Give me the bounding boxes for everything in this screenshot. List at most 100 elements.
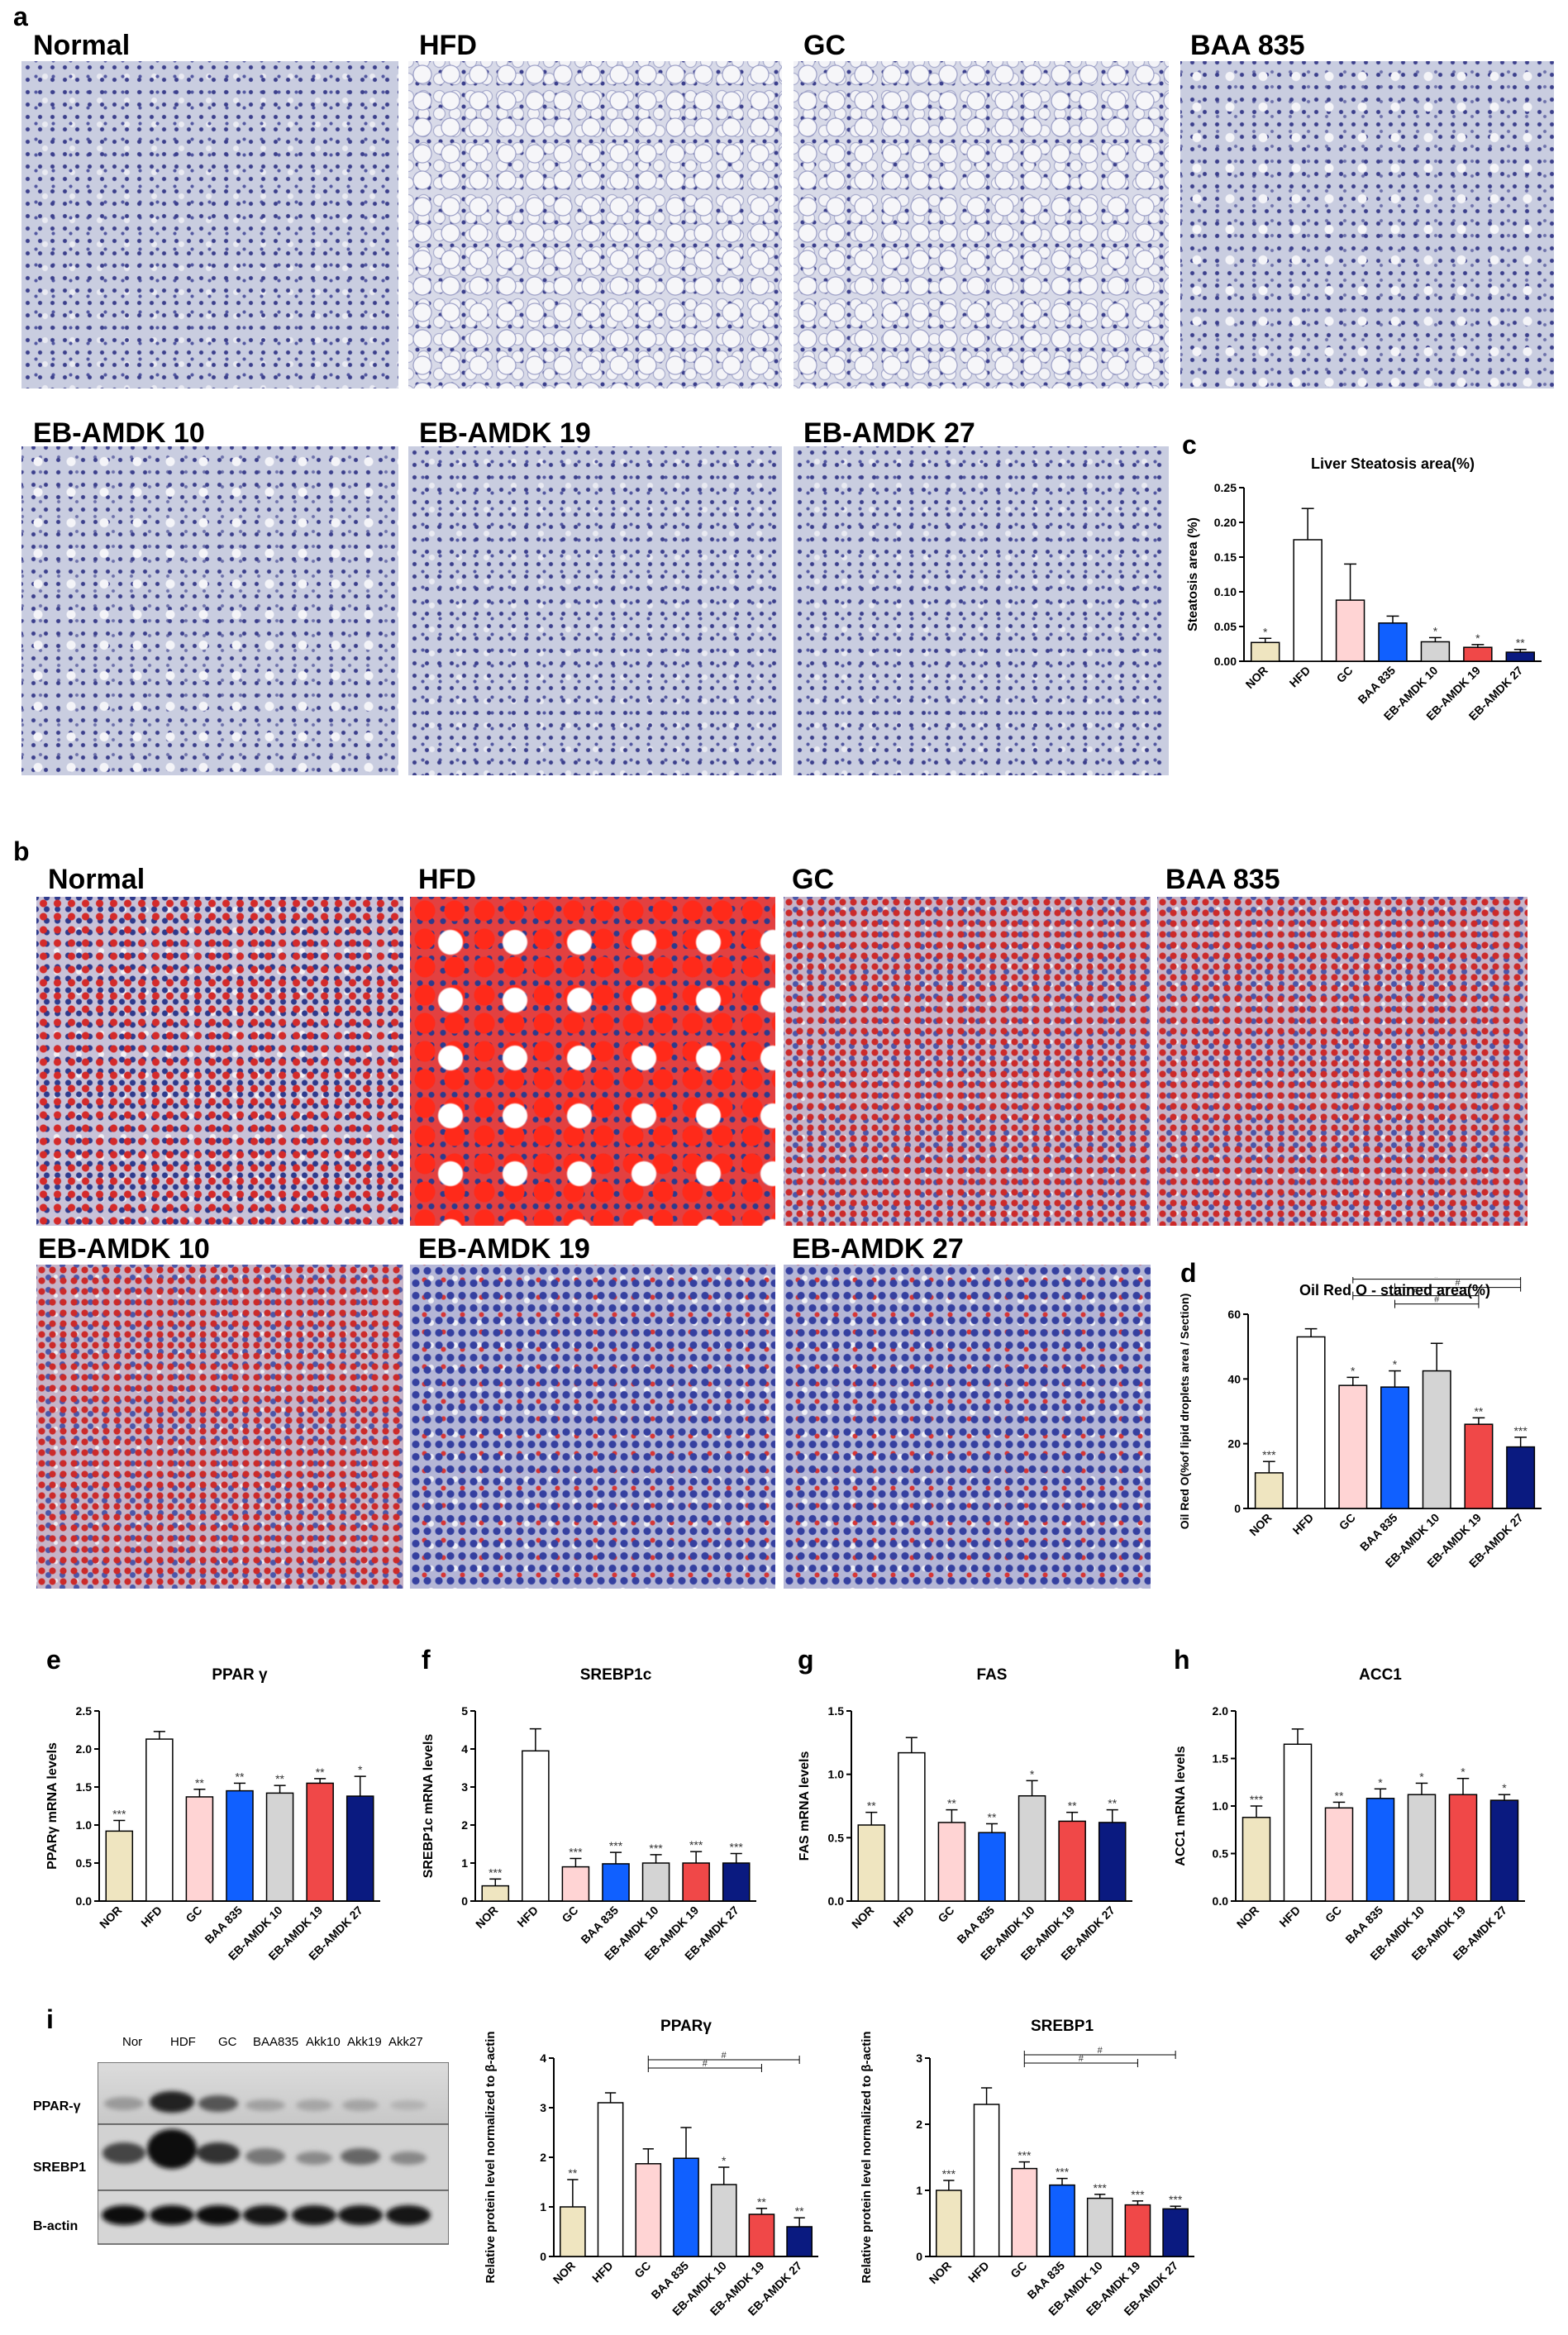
y-tick-label: 1.0 [828,1768,845,1781]
tile-label-a-5: EB-AMDK 19 [419,417,591,449]
bracket-label: # [1434,1295,1440,1305]
x-tick-label: NOR [1246,1511,1274,1538]
y-axis-label: Steatosis area (%) [1186,517,1200,631]
bar-0 [1254,1472,1284,1509]
significance-label: *** [1513,1424,1527,1437]
significance-label: *** [569,1845,583,1858]
bar-1 [1296,1336,1326,1509]
histology-oro-hfd [410,897,775,1226]
bar-3 [1378,622,1408,662]
significance-label: ** [1516,636,1525,650]
significance-label: * [1433,624,1438,637]
significance-label: ** [757,2195,766,2209]
histology-oro-ebamdk19 [410,1265,775,1589]
panel-label-d: d [1180,1258,1197,1288]
y-axis-label: SREBP1c mRNA levels [422,1734,436,1879]
significance-label: *** [730,1841,744,1854]
chart-title: FAS [977,1666,1008,1684]
significance-label: *** [1169,2193,1183,2206]
western-blot: Nor HDF GC BAA835 Akk10 Akk19 Akk27 PPAR… [33,2033,461,2306]
y-tick-label: 0.5 [76,1856,93,1870]
significance-label: * [1351,1364,1356,1377]
tile-label-a-2: GC [803,30,846,61]
x-tick-label: HFD [1287,664,1313,690]
lane-label: Nor [122,2035,143,2049]
significance-label: *** [689,1838,703,1851]
significance-label: *** [609,1839,623,1852]
x-tick-label: HFD [138,1904,164,1930]
bar-0 [857,1824,886,1902]
x-tick-label: NOR [1234,1904,1261,1931]
significance-label: * [1475,631,1480,645]
significance-label: * [1419,1770,1424,1783]
y-tick-label: 20 [1227,1437,1241,1451]
panel-label-b: b [13,836,30,866]
panel-label-a: a [13,2,28,31]
y-tick-label: 0.5 [828,1831,845,1844]
x-tick-label: NOR [927,2259,954,2286]
significance-label: ** [1474,1404,1483,1418]
x-tick-label: NOR [473,1904,500,1931]
chart-title: SREBP1c [580,1666,652,1684]
histology-he-gc [794,61,1169,388]
panel-label-g: g [798,1645,814,1675]
significance-label: ** [568,2166,577,2180]
y-tick-label: 2.5 [76,1704,93,1718]
bar-1 [1283,1743,1313,1902]
histology-oro-normal [36,897,403,1226]
y-tick-label: 4 [461,1742,468,1756]
chart-title: ACC1 [1359,1666,1402,1684]
significance-label: * [1030,1767,1035,1780]
bracket-label: # [1456,1279,1461,1289]
x-tick-label: HFD [965,2259,992,2285]
bar-5 [748,2213,775,2257]
y-axis-label: Relative protein level normalized to β-a… [484,2031,498,2283]
significance-label: *** [1262,1448,1276,1461]
lane-label: Akk10 [306,2035,341,2049]
histology-he-ebamdk10 [21,446,398,775]
bar-3 [978,1832,1006,1902]
bar-4 [1407,1794,1437,1902]
bar-1 [522,1750,550,1902]
y-axis-label: Relative protein level normalized to β-a… [860,2031,874,2283]
lane-label: HDF [170,2035,196,2049]
bar-3 [1380,1386,1409,1509]
bar-6 [1489,1799,1519,1902]
bar-1 [898,1751,926,1902]
x-tick-label: NOR [550,2259,578,2286]
tile-label-b-3: BAA 835 [1165,864,1280,895]
histology-he-hfd [408,61,782,388]
x-tick-label: GC [1323,1904,1344,1925]
bar-0 [936,2190,962,2257]
bar-6 [722,1862,751,1902]
significance-label: *** [1018,2149,1032,2162]
x-tick-label: GC [1337,1511,1358,1532]
bar-2 [185,1796,214,1902]
y-tick-label: 1.5 [1213,1752,1229,1766]
significance-label: *** [649,1842,663,1855]
significance-label: ** [1108,1797,1117,1810]
bar-5 [1464,1423,1494,1509]
bar-6 [786,2226,813,2257]
bar-4 [1086,2197,1113,2257]
y-tick-label: 1 [916,2184,922,2197]
y-axis-label: PPARγ mRNA levels [45,1742,60,1870]
significance-label: * [722,2154,727,2167]
bar-5 [1463,646,1493,662]
significance-label: *** [489,1866,503,1879]
y-tick-label: 0.15 [1214,550,1237,564]
tile-label-b-5: EB-AMDK 19 [418,1233,590,1265]
bar-1 [973,2104,1000,2257]
y-tick-label: 2.0 [1213,1704,1229,1718]
y-tick-label: 0 [540,2250,546,2263]
bar-4 [265,1792,294,1902]
tile-label-a-0: Normal [33,30,131,61]
y-tick-label: 0.0 [76,1894,93,1908]
tile-label-a-4: EB-AMDK 10 [33,417,205,449]
significance-label: ** [795,2204,804,2218]
bar-0 [560,2206,586,2257]
y-tick-label: 2 [916,2118,922,2131]
significance-label: *** [1094,2181,1108,2194]
y-tick-label: 0.05 [1214,620,1237,633]
